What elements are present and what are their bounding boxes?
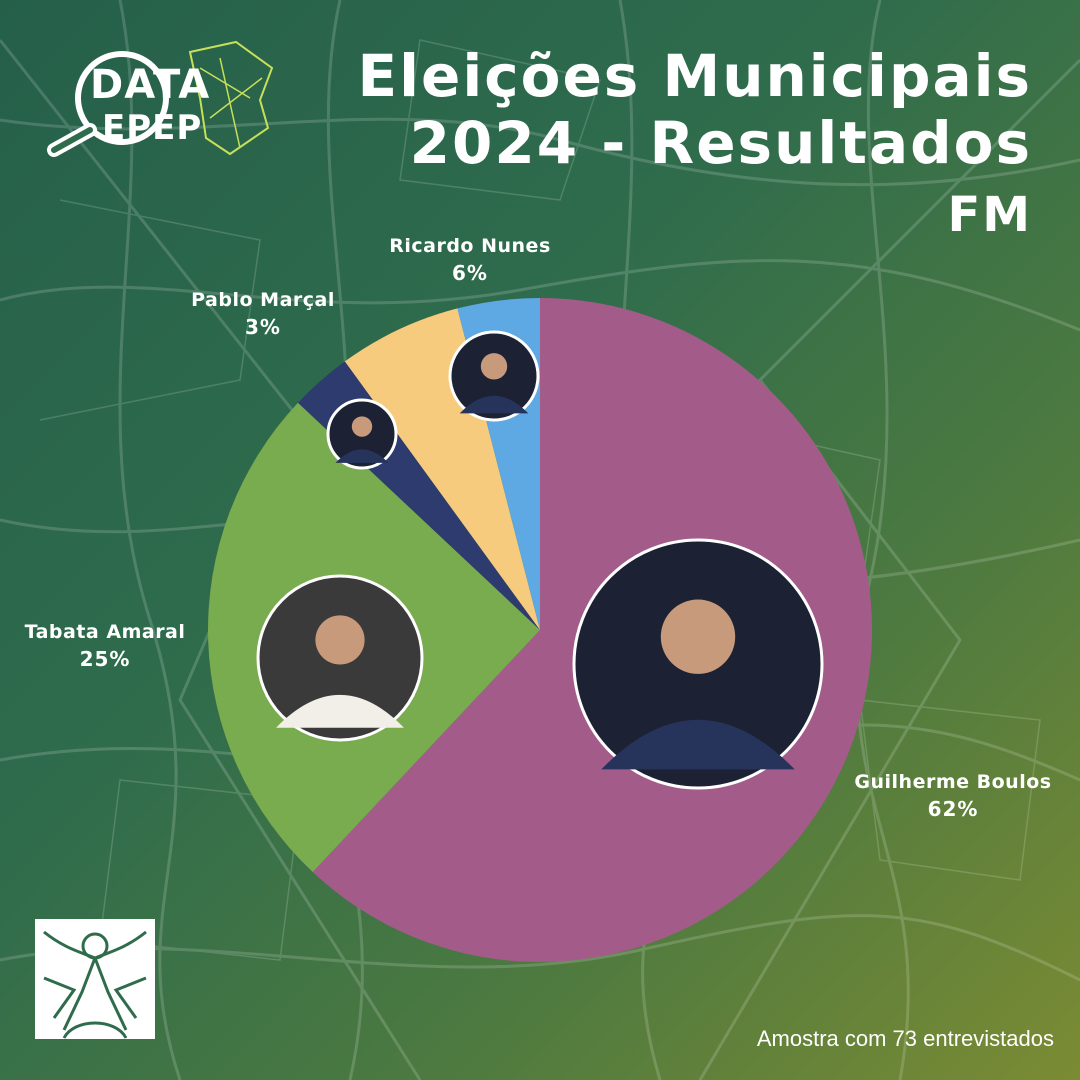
slice-label-nunes: Ricardo Nunes 6% bbox=[350, 234, 590, 287]
logo-text-epep: EPEP bbox=[102, 108, 203, 148]
candidate-photo-marcal bbox=[326, 398, 398, 470]
data-epep-logo: DATA EPEP bbox=[40, 38, 280, 158]
title-line-2: 2024 - Resultados bbox=[409, 108, 1032, 177]
candidate-photos bbox=[256, 330, 824, 790]
slice-label-name: Tabata Amaral bbox=[24, 621, 186, 643]
slice-label-percent: 6% bbox=[452, 260, 488, 285]
slice-label-marcal: Pablo Marçal 3% bbox=[158, 288, 368, 341]
slice-label-percent: 3% bbox=[245, 314, 281, 339]
title-line-1: Eleições Municipais bbox=[357, 42, 1032, 110]
page-title: Eleições Municipais 2024 - Resultados FM bbox=[357, 42, 1033, 243]
slice-label-boulos: Guilherme Boulos 62% bbox=[838, 770, 1068, 823]
title-line-3: FM bbox=[947, 186, 1032, 243]
pie-slice-nunes bbox=[344, 308, 540, 630]
sample-size-note: Amostra com 73 entrevistados bbox=[756, 1026, 1054, 1051]
slice-label-name: Ricardo Nunes bbox=[389, 235, 551, 257]
magnifier-icon bbox=[47, 40, 274, 157]
slice-label-tabata: Tabata Amaral 25% bbox=[0, 620, 210, 673]
candidate-photo-other bbox=[448, 330, 540, 422]
slice-label-name: Pablo Marçal bbox=[191, 289, 335, 311]
candidate-photo-boulos bbox=[572, 538, 824, 790]
slice-label-name: Guilherme Boulos bbox=[854, 771, 1052, 793]
candidate-photo-tabata bbox=[256, 574, 424, 742]
institution-badge bbox=[35, 919, 155, 1039]
slice-label-percent: 62% bbox=[927, 796, 979, 821]
logo-text-data: DATA bbox=[90, 62, 211, 108]
slice-label-percent: 25% bbox=[79, 646, 131, 671]
